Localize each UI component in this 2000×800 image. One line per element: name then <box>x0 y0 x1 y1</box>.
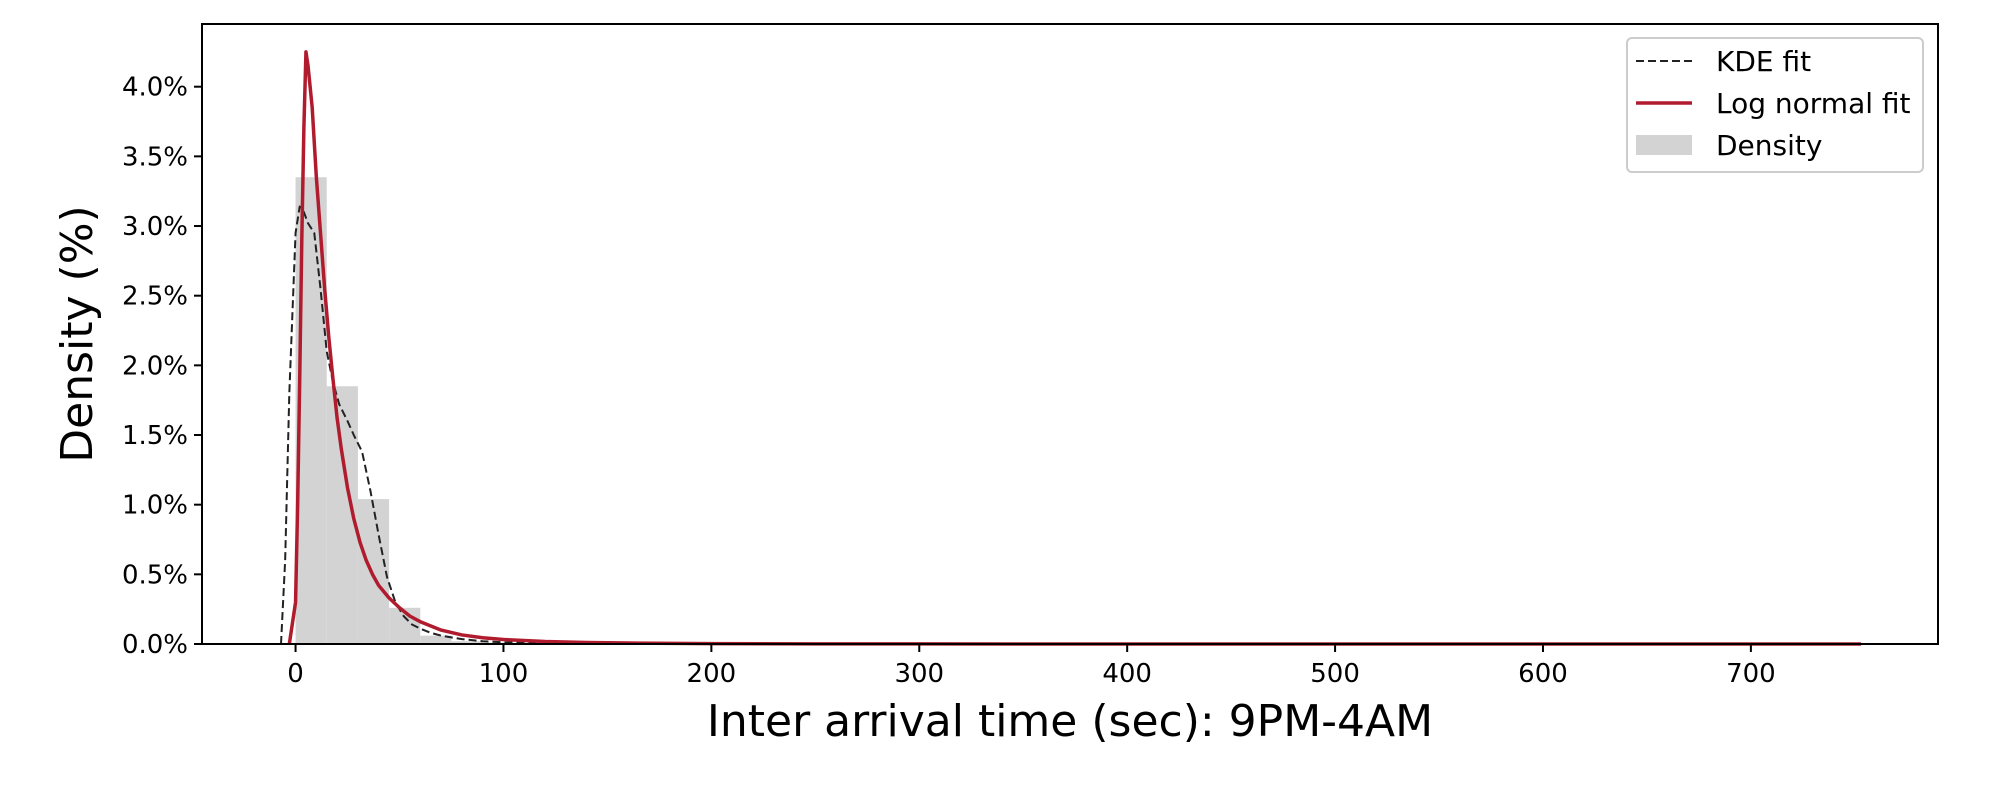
legend-box <box>1626 37 1924 173</box>
y-tick-label: 0.0% <box>122 630 188 660</box>
legend-density-label: Density <box>1716 129 1822 162</box>
y-tick-label: 3.0% <box>122 212 188 242</box>
x-tick-label: 300 <box>894 659 944 689</box>
legend-density-swatch <box>1636 135 1692 155</box>
y-tick-label: 3.5% <box>122 142 188 172</box>
legend-lognormal-label: Log normal fit <box>1716 87 1911 120</box>
y-tick-label: 0.5% <box>122 560 188 590</box>
x-tick-label: 700 <box>1726 659 1776 689</box>
y-tick-label: 1.5% <box>122 421 188 451</box>
y-tick-label: 2.0% <box>122 351 188 381</box>
histogram-bars <box>295 177 514 644</box>
kde-fit-line <box>280 205 1862 645</box>
y-tick-label: 4.0% <box>122 73 188 103</box>
fit-lines <box>280 50 1862 646</box>
y-tick-label: 1.0% <box>122 491 188 521</box>
histogram-bar-2 <box>357 499 390 644</box>
histogram-bar-4 <box>420 635 452 644</box>
x-axis-ticks: 0 100 200 300 400 500 600 700 <box>287 644 1776 689</box>
x-tick-label: 400 <box>1102 659 1152 689</box>
x-axis-label: Inter arrival time (sec): 9PM-4AM <box>707 696 1433 747</box>
y-tick-label: 2.5% <box>122 282 188 312</box>
histogram-bar-5 <box>451 641 483 644</box>
plot-frame <box>201 23 1939 645</box>
x-tick-label: 600 <box>1518 659 1568 689</box>
y-axis-ticks: 0.0% 0.5% 1.0% 1.5% 2.0% 2.5% 3.0% 3.5% 4.0% <box>122 73 202 660</box>
x-tick-label: 100 <box>479 659 529 689</box>
lognormal-fit-line <box>287 50 1862 646</box>
x-tick-label: 200 <box>687 659 737 689</box>
y-axis-label: Density (%) <box>52 205 103 462</box>
legend: KDE fit Log normal fit Density <box>1626 37 1924 173</box>
legend-kde-label: KDE fit <box>1716 45 1811 78</box>
x-tick-label: 0 <box>287 659 304 689</box>
x-tick-label: 500 <box>1310 659 1360 689</box>
